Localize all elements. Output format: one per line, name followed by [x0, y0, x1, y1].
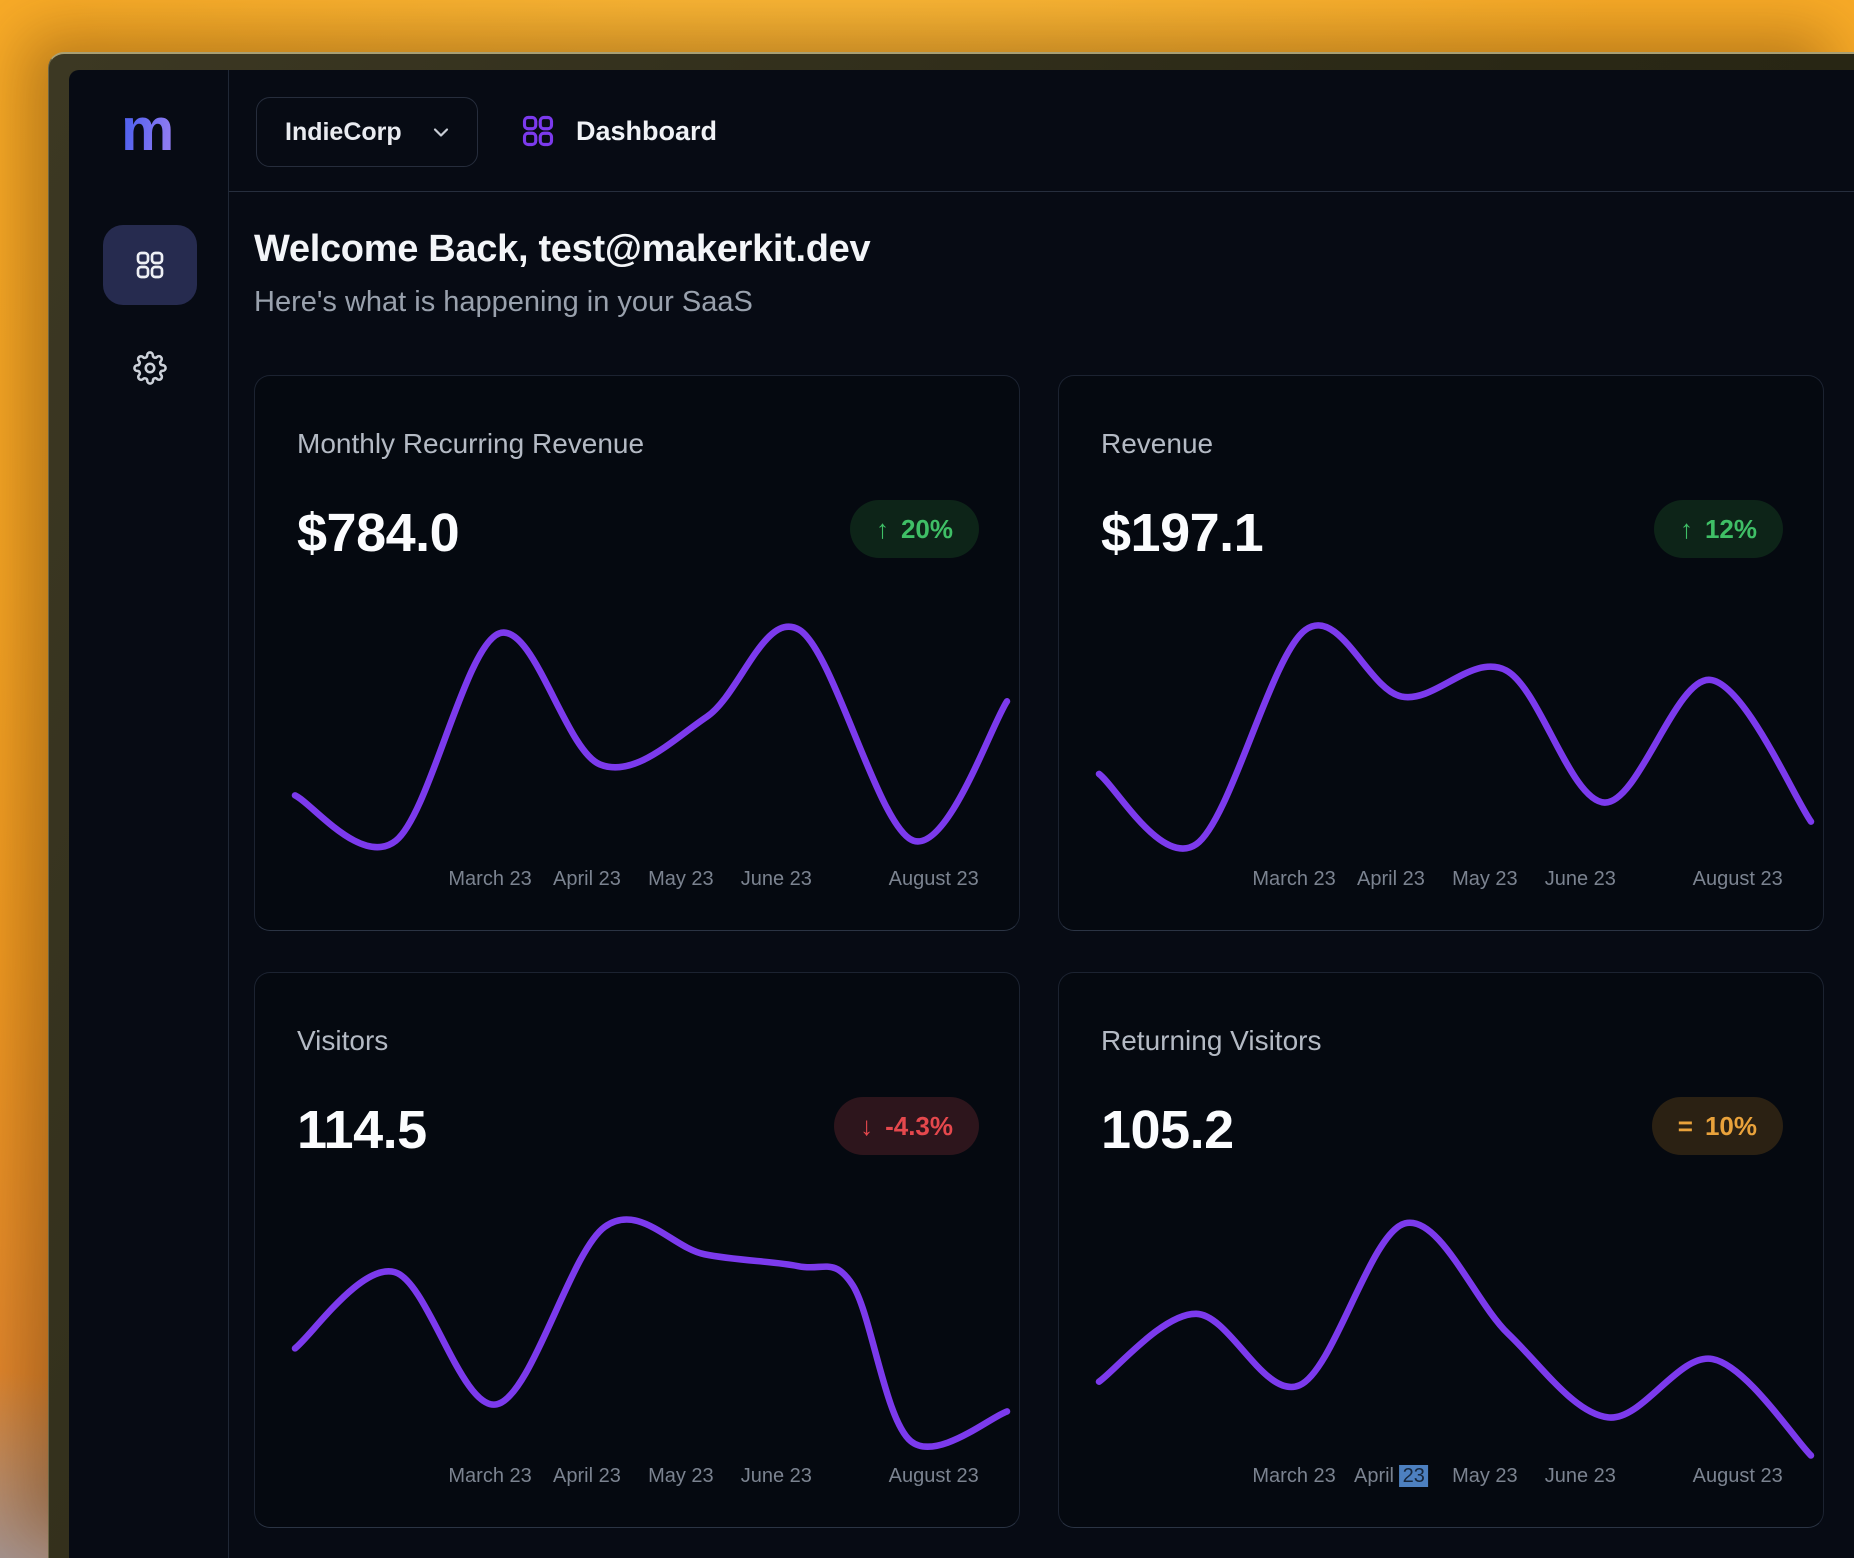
change-badge: = 10%: [1651, 1097, 1783, 1155]
card-title: Returning Visitors: [1101, 1025, 1322, 1056]
x-axis-label: August 23: [1692, 868, 1783, 890]
topbar: IndieCorp Dashboard: [229, 70, 1854, 192]
dashboard-grid-icon: [134, 249, 166, 281]
card-title: Monthly Recurring Revenue: [297, 428, 645, 459]
stat-card-revenue: Revenue $197.1 ↑ 12% March 23 April 23 May…: [1058, 375, 1824, 931]
x-axis-label: March 23: [1252, 868, 1336, 890]
x-axis-label: August 23: [888, 868, 979, 890]
welcome-heading: Welcome Back, test@makerkit.dev: [254, 228, 871, 270]
selected-axis-text: 23: [1399, 1465, 1428, 1487]
dashboard-content: Welcome Back, test@makerkit.dev Here's w…: [229, 192, 1854, 1558]
x-axis-label: August 23: [888, 1465, 979, 1487]
page-breadcrumb: Dashboard: [520, 70, 717, 192]
x-axis-label: May 23: [1452, 1465, 1518, 1487]
change-value: 12%: [1704, 513, 1757, 544]
sidebar-item-settings[interactable]: [103, 328, 197, 408]
x-axis-label: March 23: [448, 1465, 532, 1487]
card-title: Visitors: [297, 1025, 389, 1056]
app-window: m: [69, 70, 1854, 1558]
trend-down-icon: ↓: [860, 1110, 874, 1141]
gear-icon: [133, 351, 167, 385]
x-axis-label: April 23: [553, 868, 621, 890]
sidebar: m: [69, 70, 229, 1558]
change-badge: ↑ 12%: [1653, 500, 1783, 558]
x-axis-label: March 23: [448, 868, 532, 890]
change-value: 10%: [1704, 1110, 1757, 1141]
x-axis-label: June 23: [740, 1465, 812, 1487]
main-area: IndieCorp Dashboard: [229, 70, 1854, 1558]
makerkit-logo: m: [121, 96, 175, 163]
x-axis-label: August 23: [1692, 1465, 1783, 1487]
x-axis-label: April 23: [553, 1465, 621, 1487]
trend-line-chart: [291, 612, 1011, 874]
org-switcher-button[interactable]: IndieCorp: [256, 97, 478, 167]
x-axis-label: June 23: [1544, 868, 1616, 890]
trend-up-icon: ↑: [1679, 513, 1693, 544]
welcome-subheading: Here's what is happening in your SaaS: [254, 286, 753, 318]
card-value: $197.1: [1101, 503, 1264, 563]
change-badge: ↓ -4.3%: [834, 1097, 979, 1155]
stat-card-mrr: Monthly Recurring Revenue $784.0 ↑ 20% M…: [254, 375, 1020, 931]
app-window-frame: m: [48, 52, 1854, 1558]
sidebar-item-dashboard[interactable]: [103, 225, 197, 305]
trend-up-icon: ↑: [875, 513, 889, 544]
x-axis-label: May 23: [1452, 868, 1518, 890]
dashboard-grid-icon: [520, 113, 556, 149]
x-axis-labels: March 23 April 23 May 23 June 23 August 23: [295, 1465, 1007, 1495]
stats-card-grid: Monthly Recurring Revenue $784.0 ↑ 20% M…: [254, 375, 1824, 1528]
trend-line-chart: [291, 1209, 1011, 1471]
x-axis-label: April 23: [1357, 868, 1425, 890]
page-title: Dashboard: [576, 115, 718, 146]
org-switcher-label: IndieCorp: [285, 117, 402, 146]
trend-line-chart: [1095, 1209, 1815, 1471]
x-axis-label: March 23: [1252, 1465, 1336, 1487]
change-badge: ↑ 20%: [849, 500, 979, 558]
card-title: Revenue: [1101, 428, 1214, 459]
x-axis-label: May 23: [648, 868, 714, 890]
x-axis-label: April 23: [1354, 1465, 1428, 1488]
x-axis-labels: March 23 April 23 May 23 June 23 August 23: [295, 868, 1007, 898]
x-axis-labels: March 23 April 23 May 23 June 23 August 23: [1099, 1465, 1811, 1495]
card-value: 114.5: [297, 1100, 427, 1160]
change-value: -4.3%: [885, 1110, 953, 1141]
x-axis-label: June 23: [740, 868, 812, 890]
x-axis-labels: March 23 April 23 May 23 June 23 August 23: [1099, 868, 1811, 898]
x-axis-label: June 23: [1544, 1465, 1616, 1487]
x-axis-label: May 23: [648, 1465, 714, 1487]
card-value: 105.2: [1101, 1100, 1234, 1160]
card-value: $784.0: [297, 503, 460, 563]
stat-card-returning-visitors: Returning Visitors 105.2 = 10% March 23 A…: [1058, 972, 1824, 1528]
chevron-down-icon: [429, 120, 453, 144]
stat-card-visitors: Visitors 114.5 ↓ -4.3% March 23 April 23 M…: [254, 972, 1020, 1528]
trend-flat-icon: =: [1677, 1110, 1693, 1141]
trend-line-chart: [1095, 612, 1815, 874]
change-value: 20%: [900, 513, 953, 544]
